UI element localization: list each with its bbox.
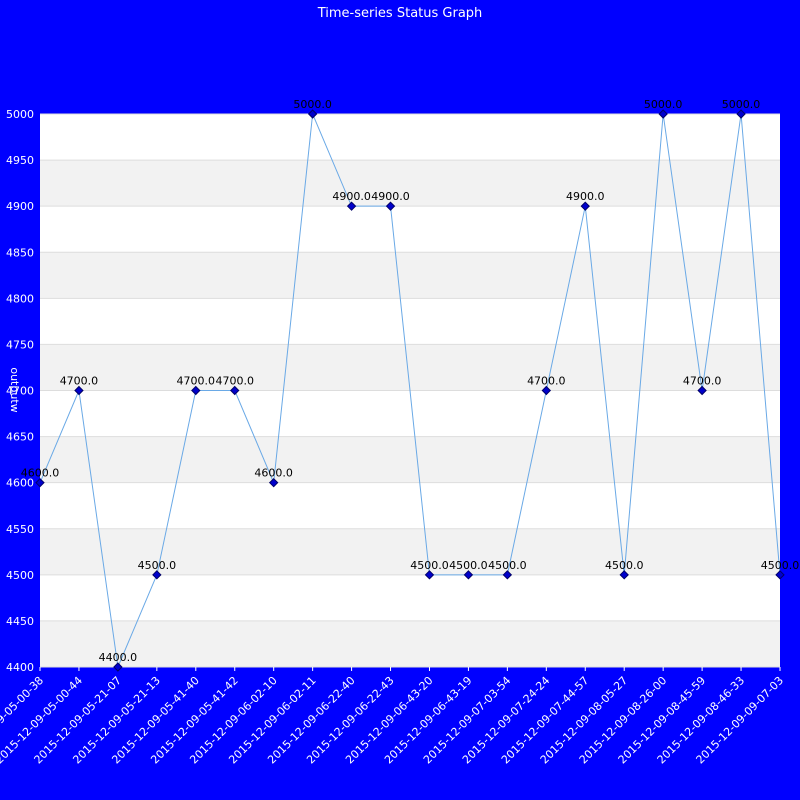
- data-point: [619, 570, 629, 580]
- data-label: 4700.0: [683, 375, 722, 388]
- data-point: [385, 201, 396, 211]
- y-tick-label: 4600: [6, 477, 34, 490]
- data-label: 4600.0: [21, 467, 60, 480]
- plot-bands: [40, 160, 780, 667]
- data-point: [307, 109, 318, 119]
- plot-band: [40, 436, 780, 483]
- plot-band: [40, 252, 780, 299]
- chart-title: Time-series Status Graph: [317, 6, 483, 21]
- data-point: [35, 477, 45, 488]
- data-label: 5000.0: [293, 98, 332, 111]
- data-label: 5000.0: [722, 98, 761, 111]
- y-tick-label: 4650: [6, 431, 34, 444]
- y-tick-label: 4850: [6, 246, 34, 259]
- data-point: [74, 385, 84, 396]
- plot-band: [40, 528, 780, 575]
- data-point: [775, 570, 785, 580]
- data-label: 4900.0: [371, 190, 410, 203]
- y-axis-ticks: 4400 4450 4500 4550 4600 4650 4700 4750 4800 4850…: [6, 108, 34, 674]
- y-tick-label: 4400: [6, 661, 34, 674]
- data-point: [346, 201, 357, 211]
- data-point: [736, 109, 746, 119]
- series-line: [39, 113, 781, 669]
- data-point: [658, 109, 668, 119]
- data-point: [541, 385, 552, 396]
- data-label: 4400.0: [99, 651, 138, 664]
- y-tick-label: 4900: [6, 200, 34, 213]
- y-tick-label: 4700: [6, 385, 34, 398]
- data-label: 5000.0: [644, 98, 683, 111]
- plot-band: [40, 160, 780, 207]
- data-point: [463, 570, 474, 580]
- data-label: 4900.0: [332, 190, 371, 203]
- y-axis-label: outputw: [8, 367, 21, 412]
- data-label: 4700.0: [60, 375, 99, 388]
- y-tick-label: 4500: [6, 569, 34, 582]
- y-tick-label: 4800: [6, 292, 34, 305]
- data-point: [191, 385, 201, 396]
- data-point: [268, 477, 279, 488]
- y-tick-label: 4750: [6, 338, 34, 351]
- plot-band: [40, 344, 780, 391]
- data-label: 4500.0: [410, 559, 449, 572]
- data-label: 4500.0: [449, 559, 488, 572]
- data-point: [113, 662, 123, 672]
- data-point: [580, 201, 590, 211]
- data-label: 4700.0: [177, 375, 216, 388]
- data-label: 4500.0: [488, 559, 527, 572]
- plot-band: [40, 620, 780, 667]
- data-point: [424, 570, 435, 580]
- data-point: [230, 385, 240, 396]
- series-group: [35, 109, 785, 672]
- data-label: 4500.0: [605, 559, 644, 572]
- data-label: 4700.0: [527, 375, 566, 388]
- data-label: 4900.0: [566, 190, 605, 203]
- data-point: [697, 385, 707, 396]
- y-tick-label: 4550: [6, 523, 34, 536]
- data-label: 4600.0: [254, 467, 293, 480]
- data-point: [152, 570, 162, 580]
- y-tick-label: 5000: [6, 108, 34, 121]
- data-label: 4500.0: [138, 559, 177, 572]
- y-tick-label: 4450: [6, 615, 34, 628]
- y-tick-label: 4950: [6, 154, 34, 167]
- data-label: 4700.0: [215, 375, 254, 388]
- data-point: [502, 570, 513, 580]
- data-label: 4500.0: [761, 559, 800, 572]
